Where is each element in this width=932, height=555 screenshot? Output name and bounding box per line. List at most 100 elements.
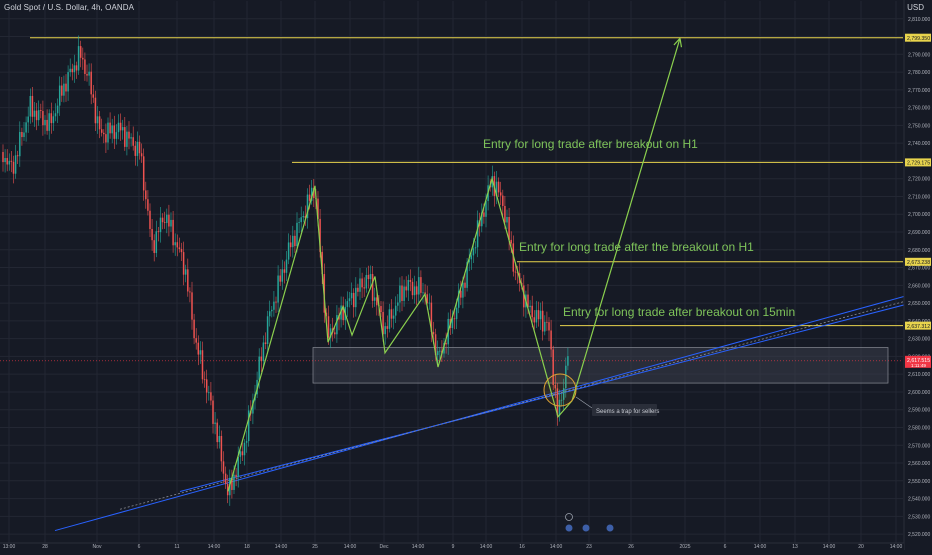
candle-body <box>476 220 479 248</box>
candle-body <box>481 212 483 227</box>
price-level-label: 2,799.350 <box>907 36 930 42</box>
candle-body <box>233 474 235 490</box>
candle-body <box>325 312 328 317</box>
candle-body <box>439 350 441 352</box>
candle-body <box>82 57 84 60</box>
candle-body <box>14 155 17 174</box>
candle-body <box>529 305 531 308</box>
candle-body <box>300 217 302 223</box>
candle-body <box>327 316 330 338</box>
candle-body <box>430 302 433 332</box>
candle-body <box>277 275 279 303</box>
candle-body <box>401 285 403 301</box>
candle-body <box>218 436 221 443</box>
candle-body <box>472 248 475 256</box>
candle-body <box>562 388 565 400</box>
candle-body <box>319 218 321 252</box>
support-zone <box>312 347 889 384</box>
candle-body <box>409 279 412 282</box>
candle-body <box>245 441 248 443</box>
candle-body <box>231 477 233 490</box>
candle-body <box>392 315 395 319</box>
candle-body <box>84 59 86 74</box>
candle-body <box>237 456 239 477</box>
candle-body <box>65 83 67 92</box>
candle-body <box>4 158 6 163</box>
highlight-circle <box>543 373 577 407</box>
candle-body <box>296 222 298 247</box>
x-tick-label: 14:00 <box>480 544 493 550</box>
candle-body <box>266 316 269 344</box>
candle-body <box>182 252 185 275</box>
candle-body <box>27 116 29 123</box>
candle-body <box>361 278 363 288</box>
candle-body <box>397 302 399 306</box>
candle-body <box>149 210 151 229</box>
y-tick-label: 2,740.000 <box>908 141 930 147</box>
candle-body <box>134 145 137 156</box>
candle-body <box>294 235 296 247</box>
currency-label[interactable]: USD <box>907 3 924 12</box>
candle-body <box>451 318 454 328</box>
x-tick-label: 9 <box>452 544 455 550</box>
candle-body <box>468 259 470 263</box>
price-level-tag <box>905 158 931 167</box>
candle-body <box>44 119 46 126</box>
flag-icon <box>565 524 573 532</box>
flag-icon <box>606 524 614 532</box>
flag-icon <box>582 524 590 532</box>
candle-body <box>510 239 512 244</box>
candle-body <box>96 116 99 124</box>
candle-body <box>61 85 63 96</box>
candle-body <box>73 65 76 73</box>
candle-body <box>79 46 82 58</box>
candle-body <box>470 255 473 260</box>
candle-body <box>455 307 458 320</box>
price-level-tag <box>905 321 931 330</box>
x-tick-label: 14:00 <box>823 544 836 550</box>
annotation-text: Entry for long trade after breakout on H… <box>483 137 698 151</box>
time-axis[interactable]: 13:00 28 Nov 6 11 14:00 18 14:00 25 14:00 Dec 14:00… <box>0 542 904 550</box>
candle-body <box>189 291 191 293</box>
y-tick-label: 2,780.000 <box>908 70 930 76</box>
y-tick-label: 2,790.000 <box>908 52 930 58</box>
candle-body <box>145 190 147 200</box>
candle-body <box>163 222 166 223</box>
candle-body <box>422 292 424 294</box>
candle-body <box>195 338 197 343</box>
candle-body <box>136 141 139 156</box>
y-tick-label: 2,660.000 <box>908 283 930 289</box>
candle-body <box>336 315 338 335</box>
candle-body <box>180 249 183 253</box>
candle-body <box>90 71 92 95</box>
candle-body <box>33 110 36 117</box>
candle-body <box>565 365 567 389</box>
symbol-title[interactable]: Gold Spot / U.S. Dollar, 4h, OANDA <box>4 3 135 12</box>
candle-body <box>560 399 563 401</box>
candle-body <box>523 285 525 308</box>
candle-body <box>357 287 359 292</box>
candle-body <box>224 473 227 485</box>
candle-body <box>502 195 504 206</box>
arrow-head <box>673 37 681 46</box>
candle-body <box>77 46 80 71</box>
y-tick-label: 2,700.000 <box>908 212 930 218</box>
candle-body <box>287 242 290 260</box>
candle-body <box>548 322 550 331</box>
candle-body <box>109 122 111 134</box>
candle-body <box>111 125 113 134</box>
y-tick-label: 2,600.000 <box>908 390 930 396</box>
candle-body <box>98 116 101 130</box>
candle-body <box>355 287 357 308</box>
countdown-label: 1:11:49 <box>911 363 926 368</box>
candle-body <box>273 301 275 310</box>
candle-body <box>130 137 132 139</box>
price-axis[interactable]: 2,520.000 2,530.000 2,540.000 2,550.000 2,56… <box>903 0 932 550</box>
candle-body <box>359 278 361 292</box>
y-tick-label: 2,570.000 <box>908 443 930 449</box>
candle-body <box>531 305 533 318</box>
candle-body <box>205 379 208 393</box>
x-tick-label: 14:00 <box>412 544 425 550</box>
